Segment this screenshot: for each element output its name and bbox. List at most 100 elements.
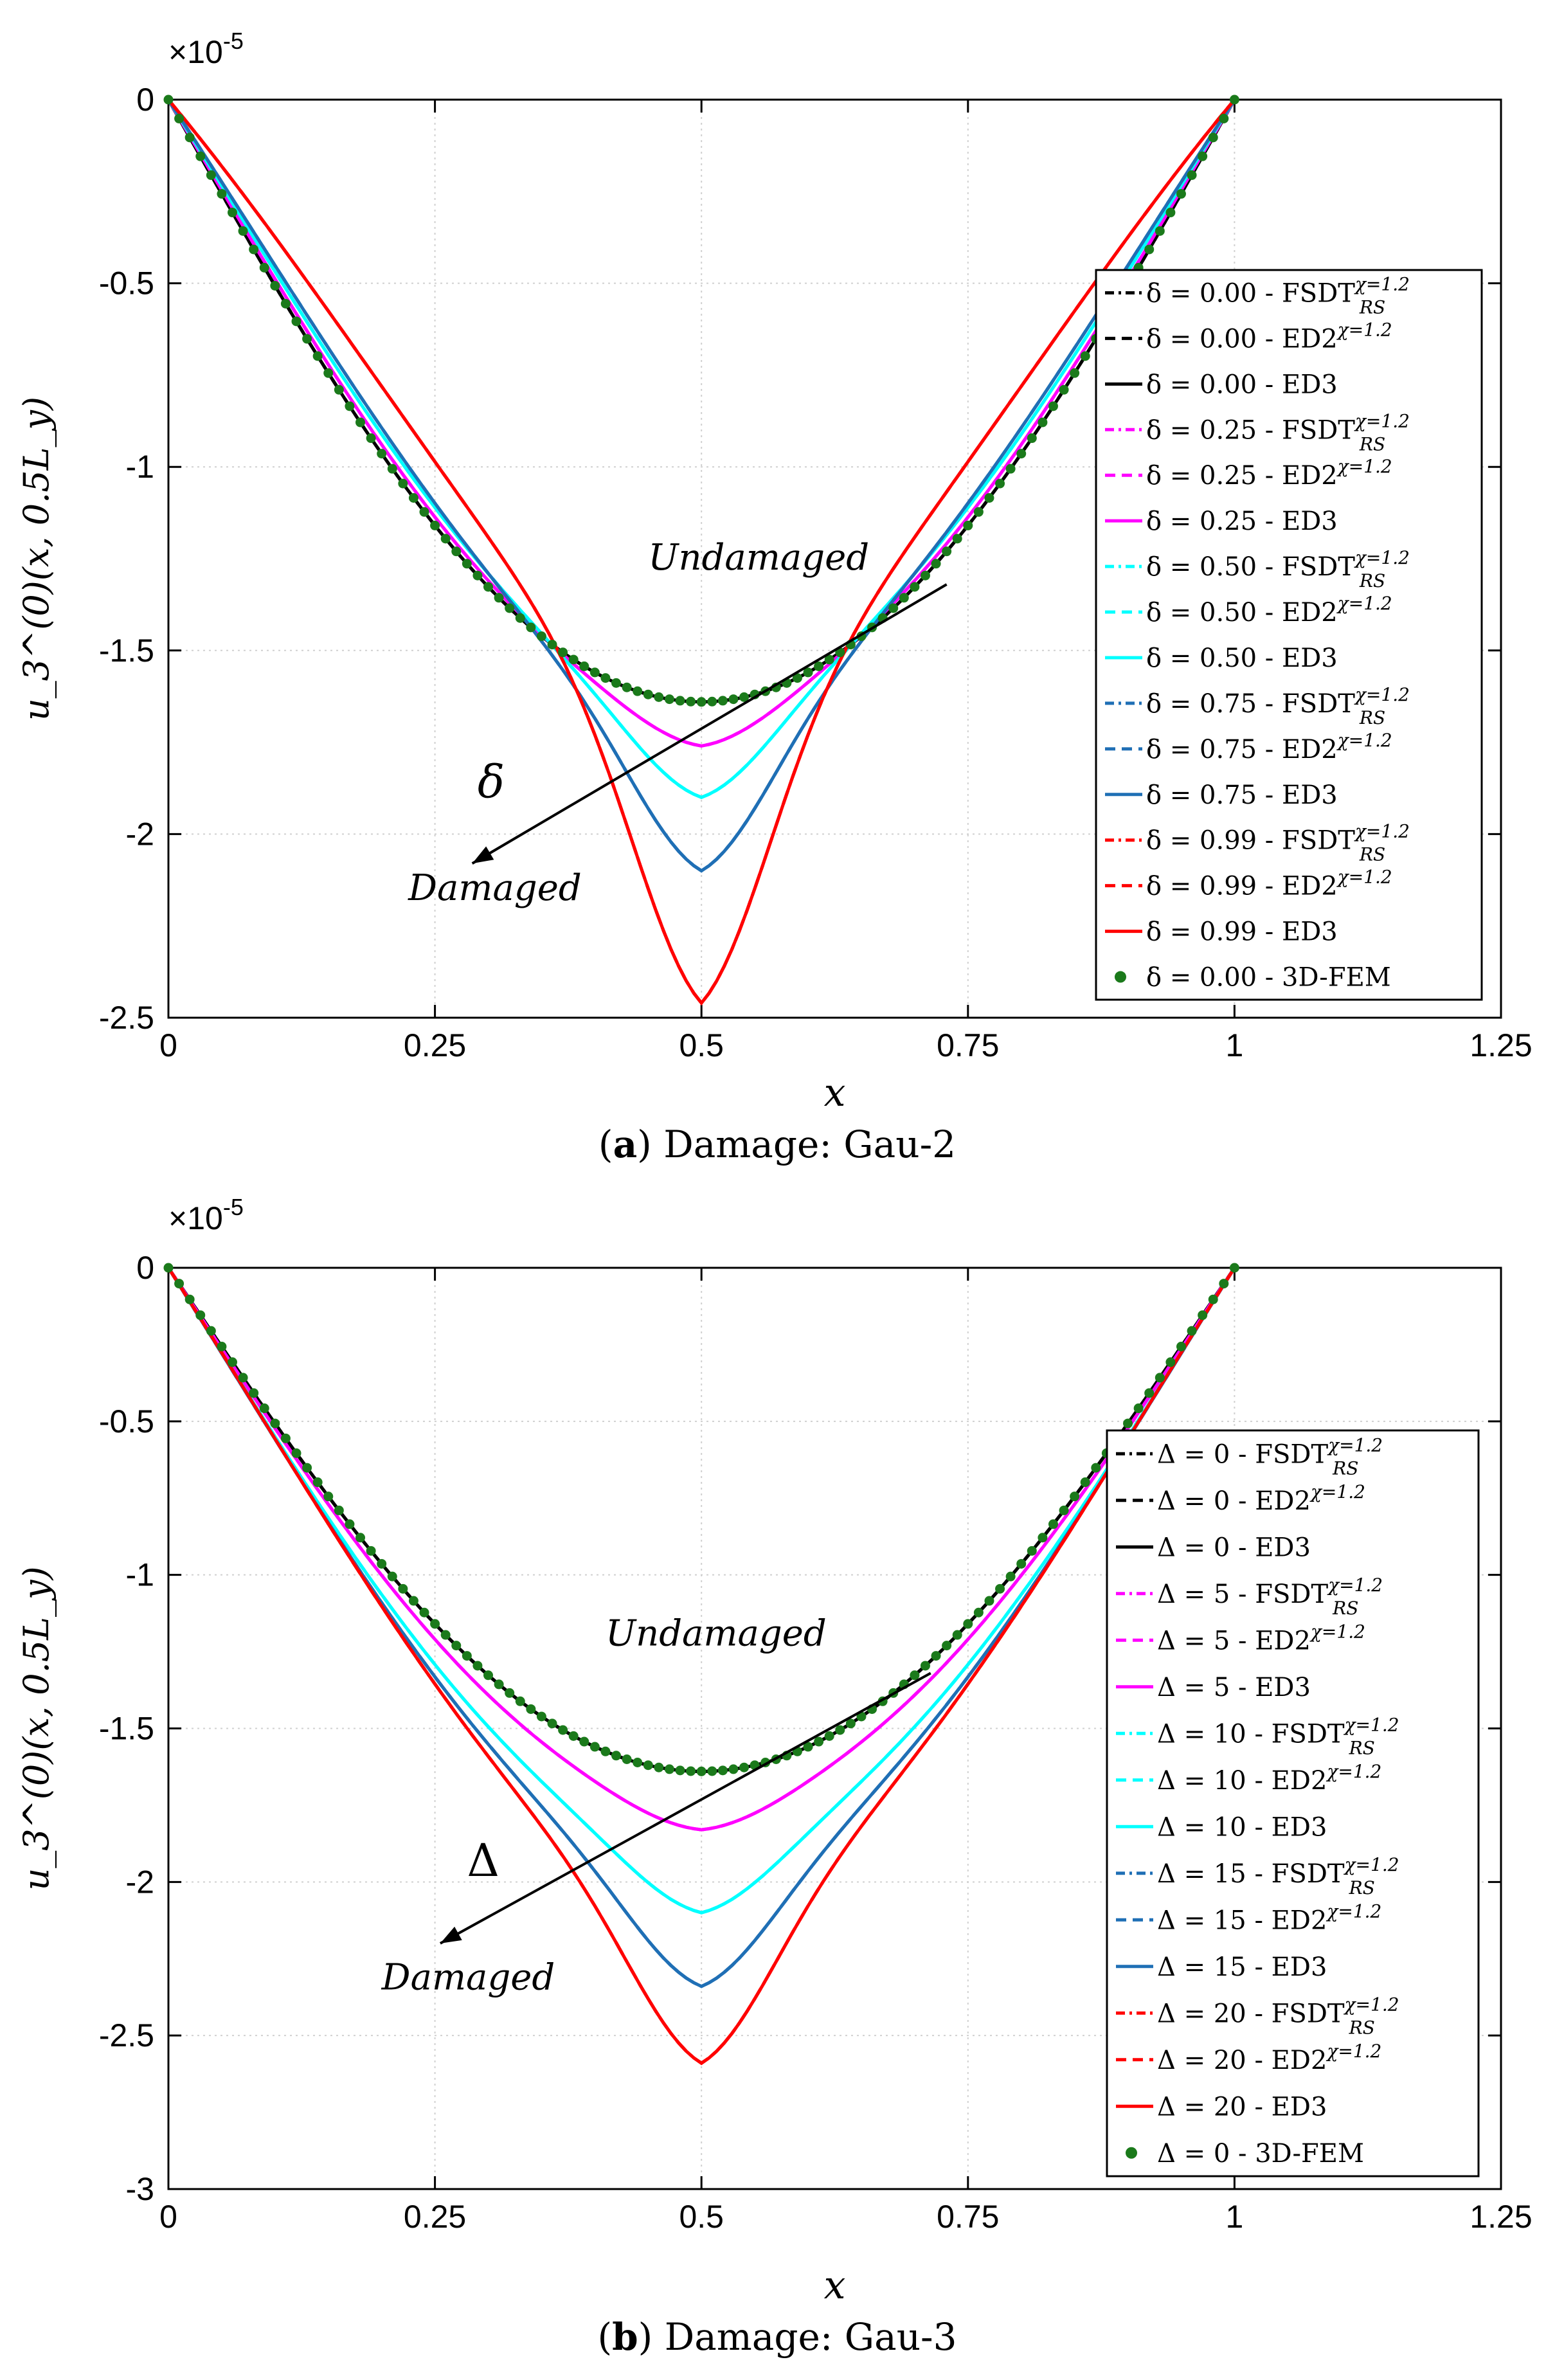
fem-point bbox=[440, 534, 451, 544]
legend-marker bbox=[1126, 2147, 1137, 2159]
legend-entry: Δ = 10 - ED3 bbox=[1157, 1812, 1327, 1842]
fem-point bbox=[1080, 351, 1090, 361]
fem-point bbox=[536, 631, 546, 642]
fem-point bbox=[345, 401, 355, 411]
fem-point bbox=[526, 1704, 536, 1714]
fem-point bbox=[973, 1607, 984, 1618]
fem-point bbox=[814, 1736, 824, 1747]
fem-point bbox=[505, 1688, 515, 1698]
legend-entry: Δ = 5 - ED3 bbox=[1157, 1673, 1311, 1702]
fem-point bbox=[633, 1757, 643, 1767]
legend: δ = 0.00 - FSDTχ=1.2 RSδ = 0.00 - ED2χ=1.… bbox=[1095, 269, 1483, 1001]
fem-point bbox=[792, 673, 802, 683]
fem-point bbox=[1005, 1571, 1016, 1582]
axes-box bbox=[167, 98, 1502, 1019]
legend-entry: δ = 0.25 - FSDTχ=1.2 RS bbox=[1146, 410, 1410, 455]
series-line bbox=[166, 1267, 1236, 2066]
fem-point bbox=[643, 689, 653, 699]
fem-point bbox=[707, 696, 717, 707]
fem-point bbox=[1005, 464, 1016, 474]
legend-entry: Δ = 20 - ED3 bbox=[1157, 2092, 1327, 2122]
legend-entry: δ = 0.75 - FSDTχ=1.2 RS bbox=[1146, 684, 1410, 728]
fem-point bbox=[163, 95, 174, 105]
series-line bbox=[166, 98, 1236, 800]
fem-point bbox=[1229, 95, 1239, 105]
fem-point bbox=[931, 1651, 941, 1661]
annotation-arrowhead bbox=[440, 1926, 462, 1943]
fem-point bbox=[1027, 433, 1037, 444]
fem-point bbox=[568, 654, 579, 665]
fem-point bbox=[984, 492, 994, 503]
fem-point bbox=[931, 559, 941, 569]
fem-point bbox=[589, 667, 600, 678]
legend-box bbox=[1095, 269, 1483, 1001]
fem-point bbox=[1059, 1505, 1069, 1515]
chart-panel-b: 0 0.25 0.5 0.75 1 1.25 0 -0.5 -1 -1.5 -2 -2.5 -3 ×10-… bbox=[16, 1194, 1533, 2359]
fem-point bbox=[238, 1373, 248, 1383]
fem-point bbox=[600, 1746, 611, 1756]
fem-point bbox=[472, 1661, 483, 1671]
legend-entry: Δ = 10 - ED2χ=1.2 bbox=[1157, 1761, 1381, 1796]
legend-entry: Δ = 5 - ED2χ=1.2 bbox=[1157, 1621, 1365, 1655]
fem-point bbox=[408, 492, 418, 503]
figure-caption: (a) Damage: Gau-2 bbox=[598, 1122, 956, 1166]
series-markers bbox=[163, 95, 1239, 707]
fem-point bbox=[249, 244, 259, 255]
legend-entry: Δ = 10 - FSDTχ=1.2 RS bbox=[1157, 1714, 1399, 1758]
x-tick-label: 0.25 bbox=[404, 2199, 466, 2235]
fem-point bbox=[622, 682, 632, 692]
y-axis-label: u_3^(0)(x, 0.5L_y) bbox=[16, 1566, 57, 1890]
fem-point bbox=[312, 1477, 323, 1488]
legend-entry: δ = 0.99 - ED3 bbox=[1146, 917, 1338, 947]
fem-point bbox=[174, 1279, 184, 1289]
series-line bbox=[166, 1267, 1236, 1832]
fem-point bbox=[515, 613, 525, 623]
series-line bbox=[166, 1267, 1236, 1832]
fem-point bbox=[1123, 1418, 1133, 1429]
x-tick-label: 1.25 bbox=[1470, 1027, 1532, 1063]
fem-point bbox=[302, 1463, 312, 1473]
fem-point bbox=[675, 1765, 685, 1776]
legend: Δ = 0 - FSDTχ=1.2 RSΔ = 0 - ED2χ=1.2 Δ = 0… bbox=[1106, 1429, 1480, 2177]
fem-point bbox=[952, 1630, 962, 1640]
fem-point bbox=[312, 351, 323, 361]
fem-point bbox=[228, 1357, 238, 1367]
fem-point bbox=[643, 1760, 653, 1771]
series-markers bbox=[163, 1263, 1239, 1776]
fem-point bbox=[824, 1731, 834, 1741]
legend-entry: δ = 0.00 - 3D-FEM bbox=[1146, 963, 1391, 993]
legend-entry: Δ = 15 - ED2χ=1.2 bbox=[1157, 1900, 1381, 1935]
x-tick-label: 0 bbox=[159, 2199, 177, 2235]
legend-entry: δ = 0.75 - ED2χ=1.2 bbox=[1146, 730, 1392, 764]
fem-point bbox=[345, 1519, 355, 1529]
y-axis-label: u_3^(0)(x, 0.5L_y) bbox=[16, 397, 57, 721]
fem-point bbox=[249, 1388, 259, 1398]
fem-point bbox=[952, 534, 962, 544]
fem-point bbox=[1048, 401, 1058, 411]
fem-point bbox=[163, 1263, 174, 1273]
fem-point bbox=[217, 189, 227, 199]
fem-point bbox=[462, 1651, 472, 1661]
legend-entry: δ = 0.99 - ED2χ=1.2 bbox=[1146, 867, 1392, 901]
fem-point bbox=[270, 1418, 280, 1429]
fem-point bbox=[824, 654, 834, 665]
fem-point bbox=[1048, 1519, 1058, 1529]
fem-point bbox=[547, 640, 557, 650]
fem-point bbox=[717, 1765, 728, 1776]
legend-entry: δ = 0.25 - ED3 bbox=[1146, 507, 1338, 536]
fem-point bbox=[995, 1583, 1005, 1594]
annotation-arrow bbox=[471, 583, 948, 865]
fem-point bbox=[558, 1725, 568, 1735]
series-line bbox=[166, 98, 1236, 748]
fem-point bbox=[1165, 208, 1176, 218]
fem-point bbox=[440, 1630, 451, 1640]
series-line bbox=[166, 1267, 1236, 1915]
fem-point bbox=[611, 678, 622, 688]
fem-point bbox=[675, 696, 685, 706]
x-tick-label: 0.75 bbox=[937, 2199, 999, 2235]
series-line bbox=[166, 98, 1236, 748]
legend-entry: Δ = 15 - ED3 bbox=[1157, 1952, 1327, 1982]
y-tick-label: -2.5 bbox=[99, 1000, 154, 1036]
x-tick-label: 0.25 bbox=[404, 1027, 466, 1063]
fem-point bbox=[387, 1571, 397, 1582]
